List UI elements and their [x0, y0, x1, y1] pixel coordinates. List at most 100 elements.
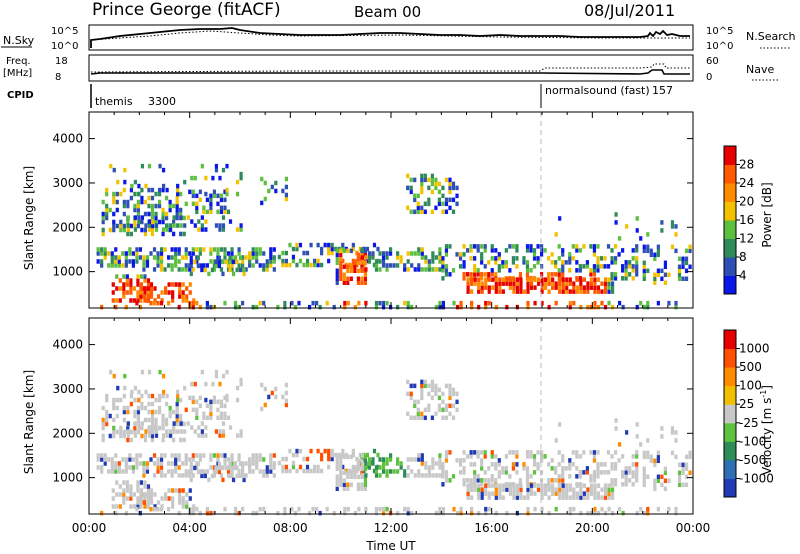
velocity-cell: [318, 510, 322, 516]
velocity-cell: [330, 448, 334, 454]
power-cell: [490, 248, 494, 253]
velocity-cell: [526, 510, 530, 516]
power-cell: [396, 304, 400, 310]
power-cell: [388, 247, 393, 252]
power-cell: [293, 304, 298, 310]
power-cell: [188, 282, 192, 287]
velocity-cell: [109, 369, 113, 375]
velocity-cell: [455, 391, 459, 397]
power-cell: [124, 251, 128, 256]
power-cell: [547, 281, 551, 286]
power-cell: [174, 251, 178, 256]
velocity-cell: [143, 480, 147, 485]
velocity-cell: [108, 433, 112, 439]
power-cell: [656, 268, 660, 274]
colorbar-swatch: [724, 367, 736, 387]
power-cell: [291, 254, 296, 260]
velocity-cell: [575, 454, 579, 459]
power-cell: [572, 281, 576, 286]
power-cell: [339, 272, 343, 278]
velocity-cell: [579, 491, 583, 496]
power-cell: [459, 304, 463, 310]
power-cell: [434, 177, 438, 183]
power-cell: [269, 263, 273, 268]
velocity-cell: [515, 462, 519, 467]
power-cell: [494, 248, 498, 253]
velocity-cell: [146, 492, 150, 497]
velocity-cell: [171, 504, 175, 509]
power-cell: [255, 259, 259, 264]
power-cell: [505, 277, 509, 282]
velocity-cell: [505, 510, 509, 516]
power-cell: [305, 262, 310, 268]
velocity-cell: [452, 506, 456, 512]
velocity-cell: [226, 457, 231, 462]
power-cell: [508, 285, 512, 290]
velocity-cell: [589, 478, 593, 483]
velocity-cell: [212, 473, 217, 478]
power-cell: [212, 189, 217, 195]
power-cell: [469, 248, 473, 253]
power-cell: [179, 215, 183, 220]
power-cell: [161, 215, 165, 221]
velocity-cell: [360, 461, 364, 466]
power-cell: [147, 203, 151, 209]
power-cell: [392, 263, 396, 268]
velocity-cell: [103, 457, 107, 462]
velocity-cell: [613, 478, 618, 483]
velocity-cell: [522, 495, 527, 500]
velocity-cell: [610, 466, 614, 471]
velocity-cell: [295, 452, 299, 458]
nsky-solid-line: [90, 27, 690, 48]
power-cell: [305, 250, 310, 256]
velocity-colorbar-label-end: ]: [760, 385, 774, 390]
power-cell: [557, 272, 561, 277]
velocity-cell: [159, 469, 164, 474]
velocity-cell: [688, 450, 692, 456]
power-cell: [494, 304, 498, 310]
power-cell: [684, 256, 689, 262]
power-cell: [291, 258, 296, 264]
velocity-cell: [112, 417, 116, 423]
velocity-cell: [494, 491, 498, 496]
velocity-cell: [427, 465, 431, 470]
velocity-cell: [248, 457, 252, 462]
velocity-cell: [284, 402, 288, 408]
power-cell: [477, 277, 481, 282]
power-cell: [603, 304, 608, 310]
power-cell: [122, 199, 126, 205]
velocity-cell: [462, 458, 466, 463]
velocity-cell: [195, 453, 199, 458]
power-cell: [360, 247, 364, 252]
velocity-cell: [269, 453, 273, 458]
power-cell: [529, 268, 533, 273]
y-tick-label: 4000: [52, 132, 83, 146]
velocity-cell: [284, 468, 288, 474]
power-cell: [269, 259, 273, 264]
power-cell: [462, 264, 466, 269]
power-cell: [427, 177, 431, 183]
power-cell: [223, 247, 227, 252]
power-cell: [674, 248, 678, 254]
power-cell: [172, 215, 176, 220]
power-cell: [212, 267, 217, 272]
velocity-cell: [455, 458, 459, 463]
power-cell: [112, 227, 116, 233]
velocity-cell: [171, 496, 175, 501]
power-cell: [129, 298, 133, 303]
velocity-cell: [558, 495, 562, 500]
power-cell: [138, 255, 143, 260]
power-cell: [169, 223, 173, 228]
power-cell: [112, 191, 116, 197]
velocity-cell: [284, 464, 288, 470]
velocity-cell: [487, 478, 491, 483]
power-cell: [356, 268, 360, 274]
power-cell: [526, 281, 530, 286]
power-cell: [589, 268, 593, 273]
power-cell: [452, 300, 456, 306]
velocity-cell: [381, 457, 386, 462]
velocity-colorbar-label: Velocity [m s-1]: [759, 385, 774, 475]
colorbar-swatch: [724, 459, 736, 479]
power-cell: [349, 268, 353, 274]
velocity-cell: [157, 425, 162, 431]
